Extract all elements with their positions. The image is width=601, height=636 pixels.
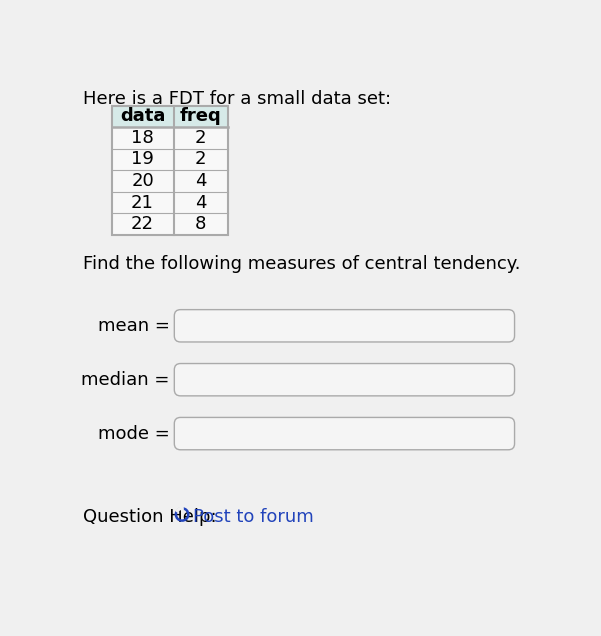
Text: freq: freq <box>180 107 222 125</box>
Text: 2: 2 <box>195 129 206 147</box>
Bar <box>112 127 228 149</box>
Text: 18: 18 <box>131 129 154 147</box>
Text: 2: 2 <box>195 151 206 169</box>
Text: 22: 22 <box>131 215 154 233</box>
Text: 20: 20 <box>131 172 154 190</box>
Text: Post to forum: Post to forum <box>193 508 314 525</box>
Bar <box>112 214 228 235</box>
Text: 4: 4 <box>195 172 206 190</box>
Text: data: data <box>120 107 165 125</box>
Bar <box>112 106 228 127</box>
FancyBboxPatch shape <box>174 417 514 450</box>
Bar <box>112 149 228 170</box>
Text: mean =: mean = <box>98 317 169 335</box>
Text: Question Help:: Question Help: <box>83 508 216 525</box>
Bar <box>112 170 228 192</box>
Text: Find the following measures of central tendency.: Find the following measures of central t… <box>83 255 520 273</box>
Bar <box>112 106 228 235</box>
FancyBboxPatch shape <box>174 364 514 396</box>
Text: 8: 8 <box>195 215 206 233</box>
Text: 19: 19 <box>131 151 154 169</box>
FancyBboxPatch shape <box>174 310 514 342</box>
Bar <box>112 192 228 214</box>
Text: 21: 21 <box>131 193 154 212</box>
Text: median =: median = <box>81 371 169 389</box>
Text: mode =: mode = <box>98 425 169 443</box>
Text: Here is a FDT for a small data set:: Here is a FDT for a small data set: <box>83 90 391 108</box>
Text: 4: 4 <box>195 193 206 212</box>
